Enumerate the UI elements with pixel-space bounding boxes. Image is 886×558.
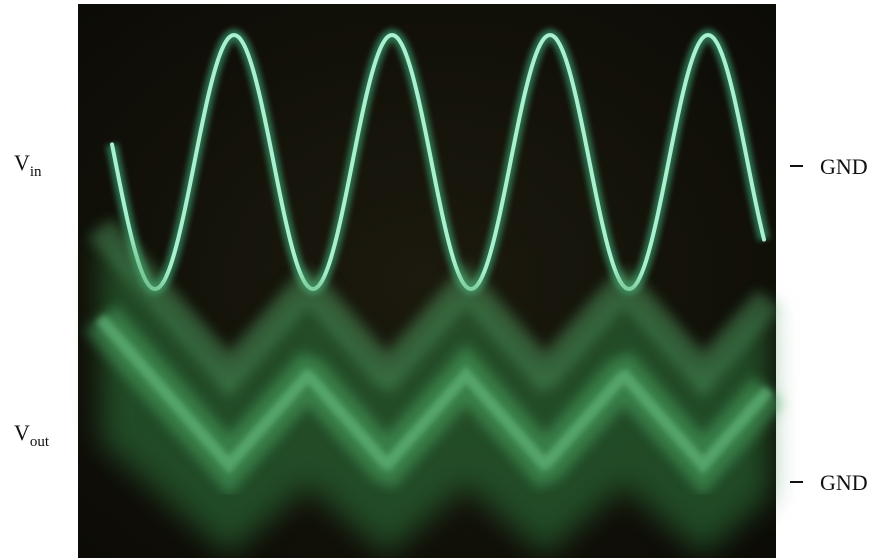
vin-trace (110, 32, 766, 291)
vin-label: Vin (14, 150, 42, 180)
traces (84, 28, 784, 555)
vout-label: Vout (14, 420, 50, 450)
vin-main: V (14, 150, 30, 175)
vout-main: V (14, 420, 30, 445)
vin-sub: in (30, 164, 42, 180)
gnd-label: GND (820, 470, 868, 495)
gnd-label: GND (820, 154, 868, 179)
vout-upper (88, 218, 781, 398)
vout-band (95, 314, 774, 475)
vout-sub: out (30, 434, 50, 450)
